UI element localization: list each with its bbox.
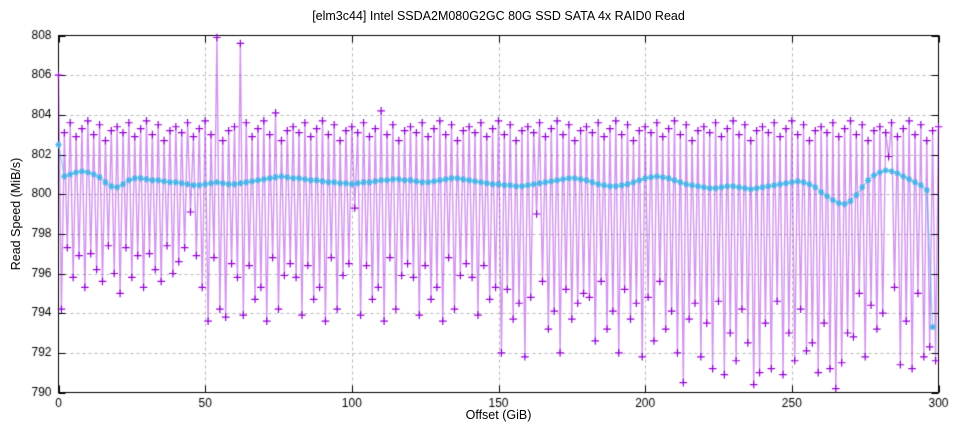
- y-axis-label-text: Read Speed (MiB/s): [9, 157, 23, 271]
- x-axis-label: Offset (GiB): [465, 408, 532, 422]
- chart-title: [elm3c44] Intel SSDA2M080G2GC 80G SSD SA…: [312, 9, 685, 23]
